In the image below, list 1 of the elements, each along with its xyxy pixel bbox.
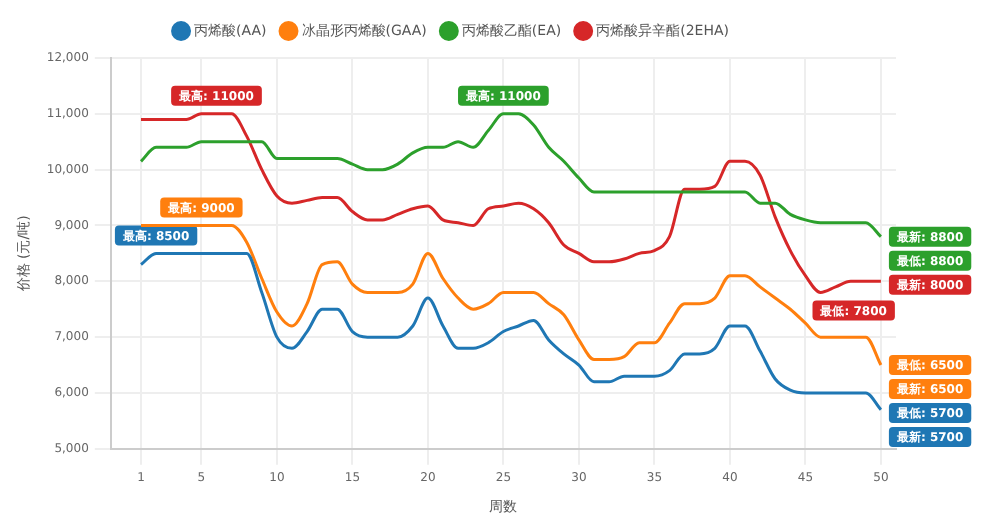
line-series	[139, 251, 883, 412]
